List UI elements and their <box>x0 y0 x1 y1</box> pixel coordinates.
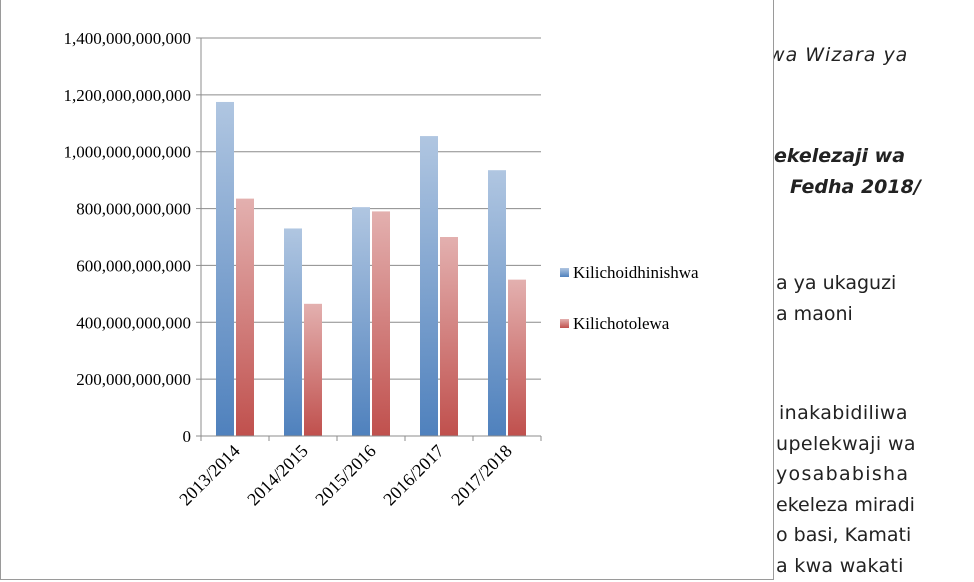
doc-line: a kwa wakati <box>776 555 904 577</box>
bar-kilichoidhinishwa-2016-2017 <box>420 136 438 437</box>
bar-chart: 0 200,000,000,000 400,000,000,000 600,000,0… <box>64 29 700 510</box>
bar-kilichoidhinishwa-2014-2015 <box>284 228 302 436</box>
doc-line: ekelezaji wa <box>774 145 906 167</box>
legend-swatch-kilichoidhinishwa <box>560 268 569 277</box>
x-category-label: 2014/2015 <box>243 441 312 510</box>
y-tick-label: 1,000,000,000,000 <box>64 143 192 162</box>
chart-frame: 0 200,000,000,000 400,000,000,000 600,000,0… <box>0 0 774 580</box>
legend-label-kilichoidhinishwa: Kilichoidhinishwa <box>573 263 699 282</box>
x-category-label: 2017/2018 <box>447 441 516 510</box>
bar-kilichoidhinishwa-2017-2018 <box>488 170 506 436</box>
doc-line: a maoni <box>776 303 853 325</box>
doc-line: Fedha 2018/ <box>790 176 921 198</box>
bar-kilichotolewa-2015-2016 <box>372 211 390 436</box>
legend-label-kilichotolewa: Kilichotolewa <box>573 314 670 333</box>
doc-line: uwa Wizara ya <box>756 44 909 66</box>
doc-line: inakabidiliwa <box>779 402 908 424</box>
doc-line: upelekwaji wa <box>776 433 916 455</box>
y-tick-label: 400,000,000,000 <box>76 313 191 332</box>
bar-kilichotolewa-2013-2014 <box>236 198 254 436</box>
bar-kilichotolewa-2017-2018 <box>508 279 526 436</box>
y-tick-label: 200,000,000,000 <box>76 370 191 389</box>
y-tick-label: 800,000,000,000 <box>76 200 191 219</box>
doc-line: o basi, Kamati <box>776 524 912 546</box>
x-category-label: 2013/2014 <box>175 441 244 510</box>
y-tick-label: 1,200,000,000,000 <box>64 86 192 105</box>
legend-swatch-kilichotolewa <box>560 319 569 328</box>
bar-kilichoidhinishwa-2013-2014 <box>216 101 234 436</box>
doc-line: a ya ukaguzi <box>776 272 897 294</box>
y-tick-label: 0 <box>183 427 192 446</box>
bar-kilichotolewa-2016-2017 <box>440 237 458 436</box>
x-category-label: 2015/2016 <box>311 441 380 510</box>
doc-line: yosababisha <box>776 463 910 485</box>
doc-line: ekeleza miradi <box>776 494 915 516</box>
y-tick-label: 1,400,000,000,000 <box>64 29 192 48</box>
y-tick-label: 600,000,000,000 <box>76 256 191 275</box>
bar-kilichoidhinishwa-2015-2016 <box>352 207 370 436</box>
bar-kilichotolewa-2014-2015 <box>304 303 322 436</box>
x-category-label: 2016/2017 <box>379 441 448 510</box>
